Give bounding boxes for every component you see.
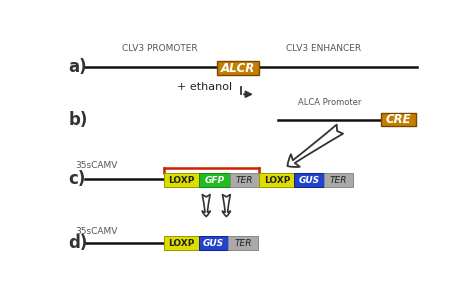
FancyBboxPatch shape [164, 236, 199, 250]
Text: 35sCAMV: 35sCAMV [75, 161, 117, 170]
FancyBboxPatch shape [199, 236, 228, 250]
Text: LOXP: LOXP [168, 176, 195, 184]
FancyBboxPatch shape [164, 173, 199, 187]
FancyBboxPatch shape [217, 61, 259, 75]
FancyBboxPatch shape [199, 173, 230, 187]
Text: + ethanol: + ethanol [177, 82, 232, 92]
Text: ALCA Promoter: ALCA Promoter [298, 98, 361, 107]
Text: d): d) [68, 235, 88, 252]
Text: CRE: CRE [385, 113, 411, 126]
FancyBboxPatch shape [228, 236, 258, 250]
Text: GUS: GUS [203, 239, 224, 248]
FancyBboxPatch shape [259, 173, 294, 187]
Text: 35sCAMV: 35sCAMV [75, 227, 117, 236]
Text: CLV3 ENHANCER: CLV3 ENHANCER [286, 44, 361, 53]
Text: CLV3 PROMOTER: CLV3 PROMOTER [122, 44, 198, 53]
Text: a): a) [68, 58, 87, 76]
Text: c): c) [68, 170, 86, 188]
Text: GFP: GFP [204, 176, 225, 184]
FancyBboxPatch shape [324, 173, 353, 187]
Text: TER: TER [236, 176, 254, 184]
Text: GUS: GUS [299, 176, 319, 184]
Text: LOXP: LOXP [264, 176, 290, 184]
Text: ALCR: ALCR [221, 62, 255, 75]
FancyBboxPatch shape [381, 113, 416, 126]
Text: TER: TER [234, 239, 252, 248]
Text: b): b) [68, 111, 88, 128]
Text: LOXP: LOXP [168, 239, 195, 248]
FancyBboxPatch shape [294, 173, 324, 187]
FancyBboxPatch shape [230, 173, 259, 187]
Text: TER: TER [330, 176, 347, 184]
